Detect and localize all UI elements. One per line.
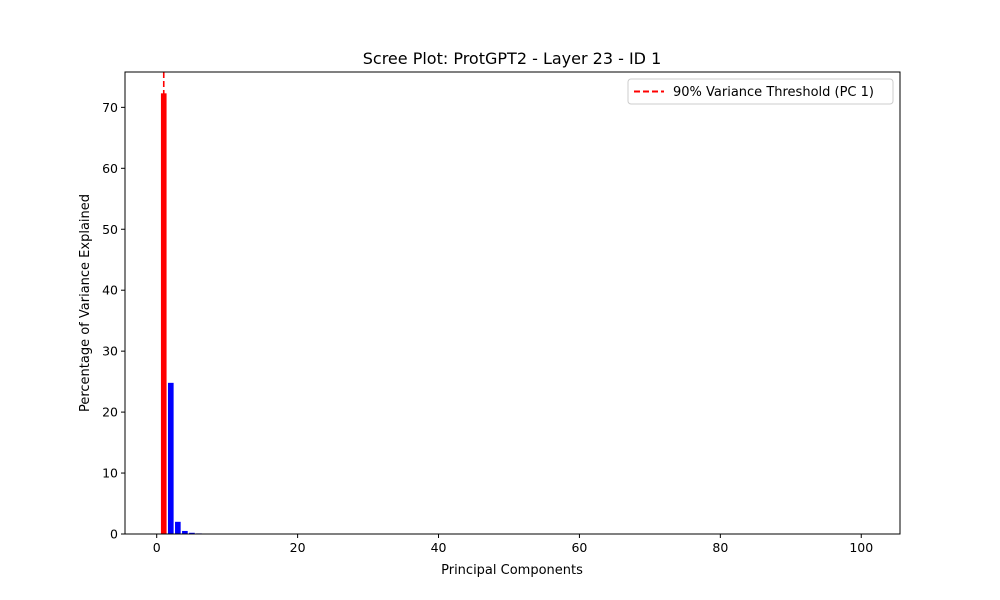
bar-pc-1 <box>160 93 167 534</box>
legend-entry-threshold: 90% Variance Threshold (PC 1) <box>673 85 874 100</box>
y-tick-label: 20 <box>102 405 118 420</box>
chart-title: Scree Plot: ProtGPT2 - Layer 23 - ID 1 <box>363 49 662 68</box>
y-tick-label: 0 <box>110 527 118 542</box>
x-tick-label: 0 <box>153 540 161 555</box>
x-axis-label: Principal Components <box>441 563 583 578</box>
y-tick-label: 40 <box>102 283 118 298</box>
y-tick-label: 30 <box>102 344 118 359</box>
x-tick-label: 40 <box>431 540 447 555</box>
y-tick-label: 50 <box>102 222 118 237</box>
legend-box <box>627 78 894 105</box>
x-tick-label: 20 <box>290 540 306 555</box>
x-tick-label: 80 <box>712 540 728 555</box>
bar-series <box>160 93 230 535</box>
y-tick-label: 10 <box>102 466 118 481</box>
x-tick-label: 60 <box>571 540 587 555</box>
y-tick-label: 70 <box>102 100 118 115</box>
y-axis-label: Percentage of Variance Explained <box>78 194 93 412</box>
plot-frame <box>124 71 901 535</box>
x-tick-label: 100 <box>849 540 873 555</box>
bar-pc-3 <box>175 521 181 534</box>
y-axis: 0 10 20 30 40 50 60 70 <box>102 100 125 542</box>
y-tick-label: 60 <box>102 161 118 176</box>
legend: 90% Variance Threshold (PC 1) <box>627 78 894 105</box>
x-axis: 0 20 40 60 80 100 <box>153 534 873 555</box>
bar-pc-4 <box>182 530 188 534</box>
bar-pc-5 <box>189 532 195 534</box>
bar-pc-2 <box>167 382 174 534</box>
